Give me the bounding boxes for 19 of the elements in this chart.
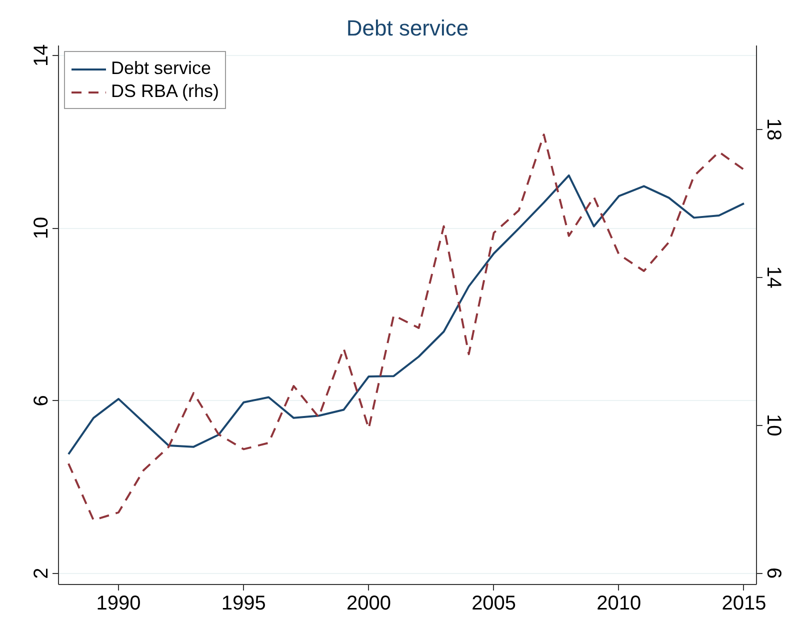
y-tick-label: 6 — [30, 395, 52, 406]
y2-tick-label: 18 — [762, 118, 784, 141]
legend-label: Debt service — [111, 58, 212, 79]
x-tick-label: 2000 — [346, 592, 391, 614]
y-tick-label: 2 — [30, 568, 52, 579]
y2-tick-label: 14 — [762, 266, 784, 288]
y2-tick-label: 6 — [762, 567, 784, 579]
x-tick-label: 1995 — [221, 592, 266, 614]
chart-title: Debt service — [346, 16, 469, 40]
y2-tick-label: 10 — [762, 414, 784, 436]
line-series — [68, 134, 745, 522]
line-series — [68, 174, 745, 456]
legend-label: DS RBA (rhs) — [111, 81, 220, 102]
x-tick-label: 1990 — [96, 592, 141, 614]
x-tick-label: 2010 — [596, 592, 642, 614]
x-tick-label: 2005 — [472, 592, 516, 614]
y-tick-label: 10 — [30, 216, 52, 240]
x-tick-label: 2015 — [722, 592, 766, 614]
y-tick-label: 14 — [30, 44, 52, 67]
